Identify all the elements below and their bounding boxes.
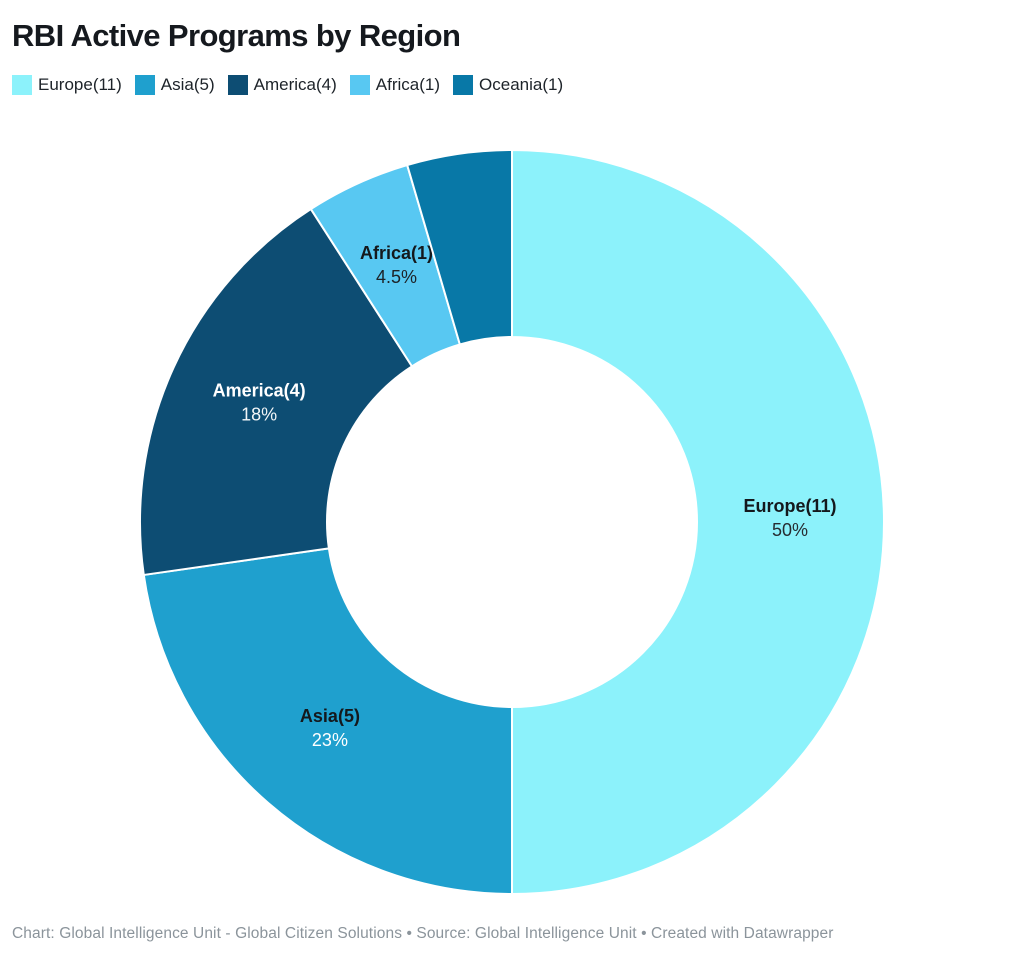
chart-footer: Chart: Global Intelligence Unit - Global… [12,924,834,942]
legend-swatch-oceania [453,74,474,95]
chart-title: RBI Active Programs by Region [12,18,461,53]
legend-item-africa: Africa(1) [349,74,441,95]
slice-label-asia: Asia(5) 23% [300,706,360,750]
legend-label-america: America(4) [253,74,337,94]
slice-label-europe: Europe(11) 50% [743,496,836,540]
slice-america[interactable] [139,207,413,576]
legend-item-europe: Europe(11) [12,74,122,95]
legend-item-asia: Asia(5) [134,74,215,95]
legend-label-europe: Europe(11) [38,74,122,94]
legend-swatch-africa [349,74,370,95]
slice-europe[interactable] [511,148,885,895]
chart-legend: Europe(11) Asia(5) America(4) Africa(1) Ocea… [12,74,1024,95]
legend-swatch-europe [12,74,32,95]
donut-chart-svg: Europe(11) 50% Asia(5) 23% America(4) 18% Afri… [139,148,885,895]
legend-item-oceania: Oceania(1) [453,74,564,95]
donut-chart-area: Europe(11) 50% Asia(5) 23% America(4) 18% Afri… [0,148,1024,909]
slice-oceania[interactable] [406,148,513,346]
slice-label-africa: Africa(1) 4.5% [360,243,433,287]
legend-label-oceania: Oceania(1) [479,74,564,94]
legend-swatch-asia [134,74,155,95]
legend-item-america: America(4) [227,74,337,95]
slice-label-america: America(4) 18% [213,380,306,424]
legend-label-africa: Africa(1) [375,74,441,94]
legend-label-asia: Asia(5) [160,74,215,94]
slice-asia[interactable] [142,546,513,895]
legend-swatch-america [227,74,248,95]
